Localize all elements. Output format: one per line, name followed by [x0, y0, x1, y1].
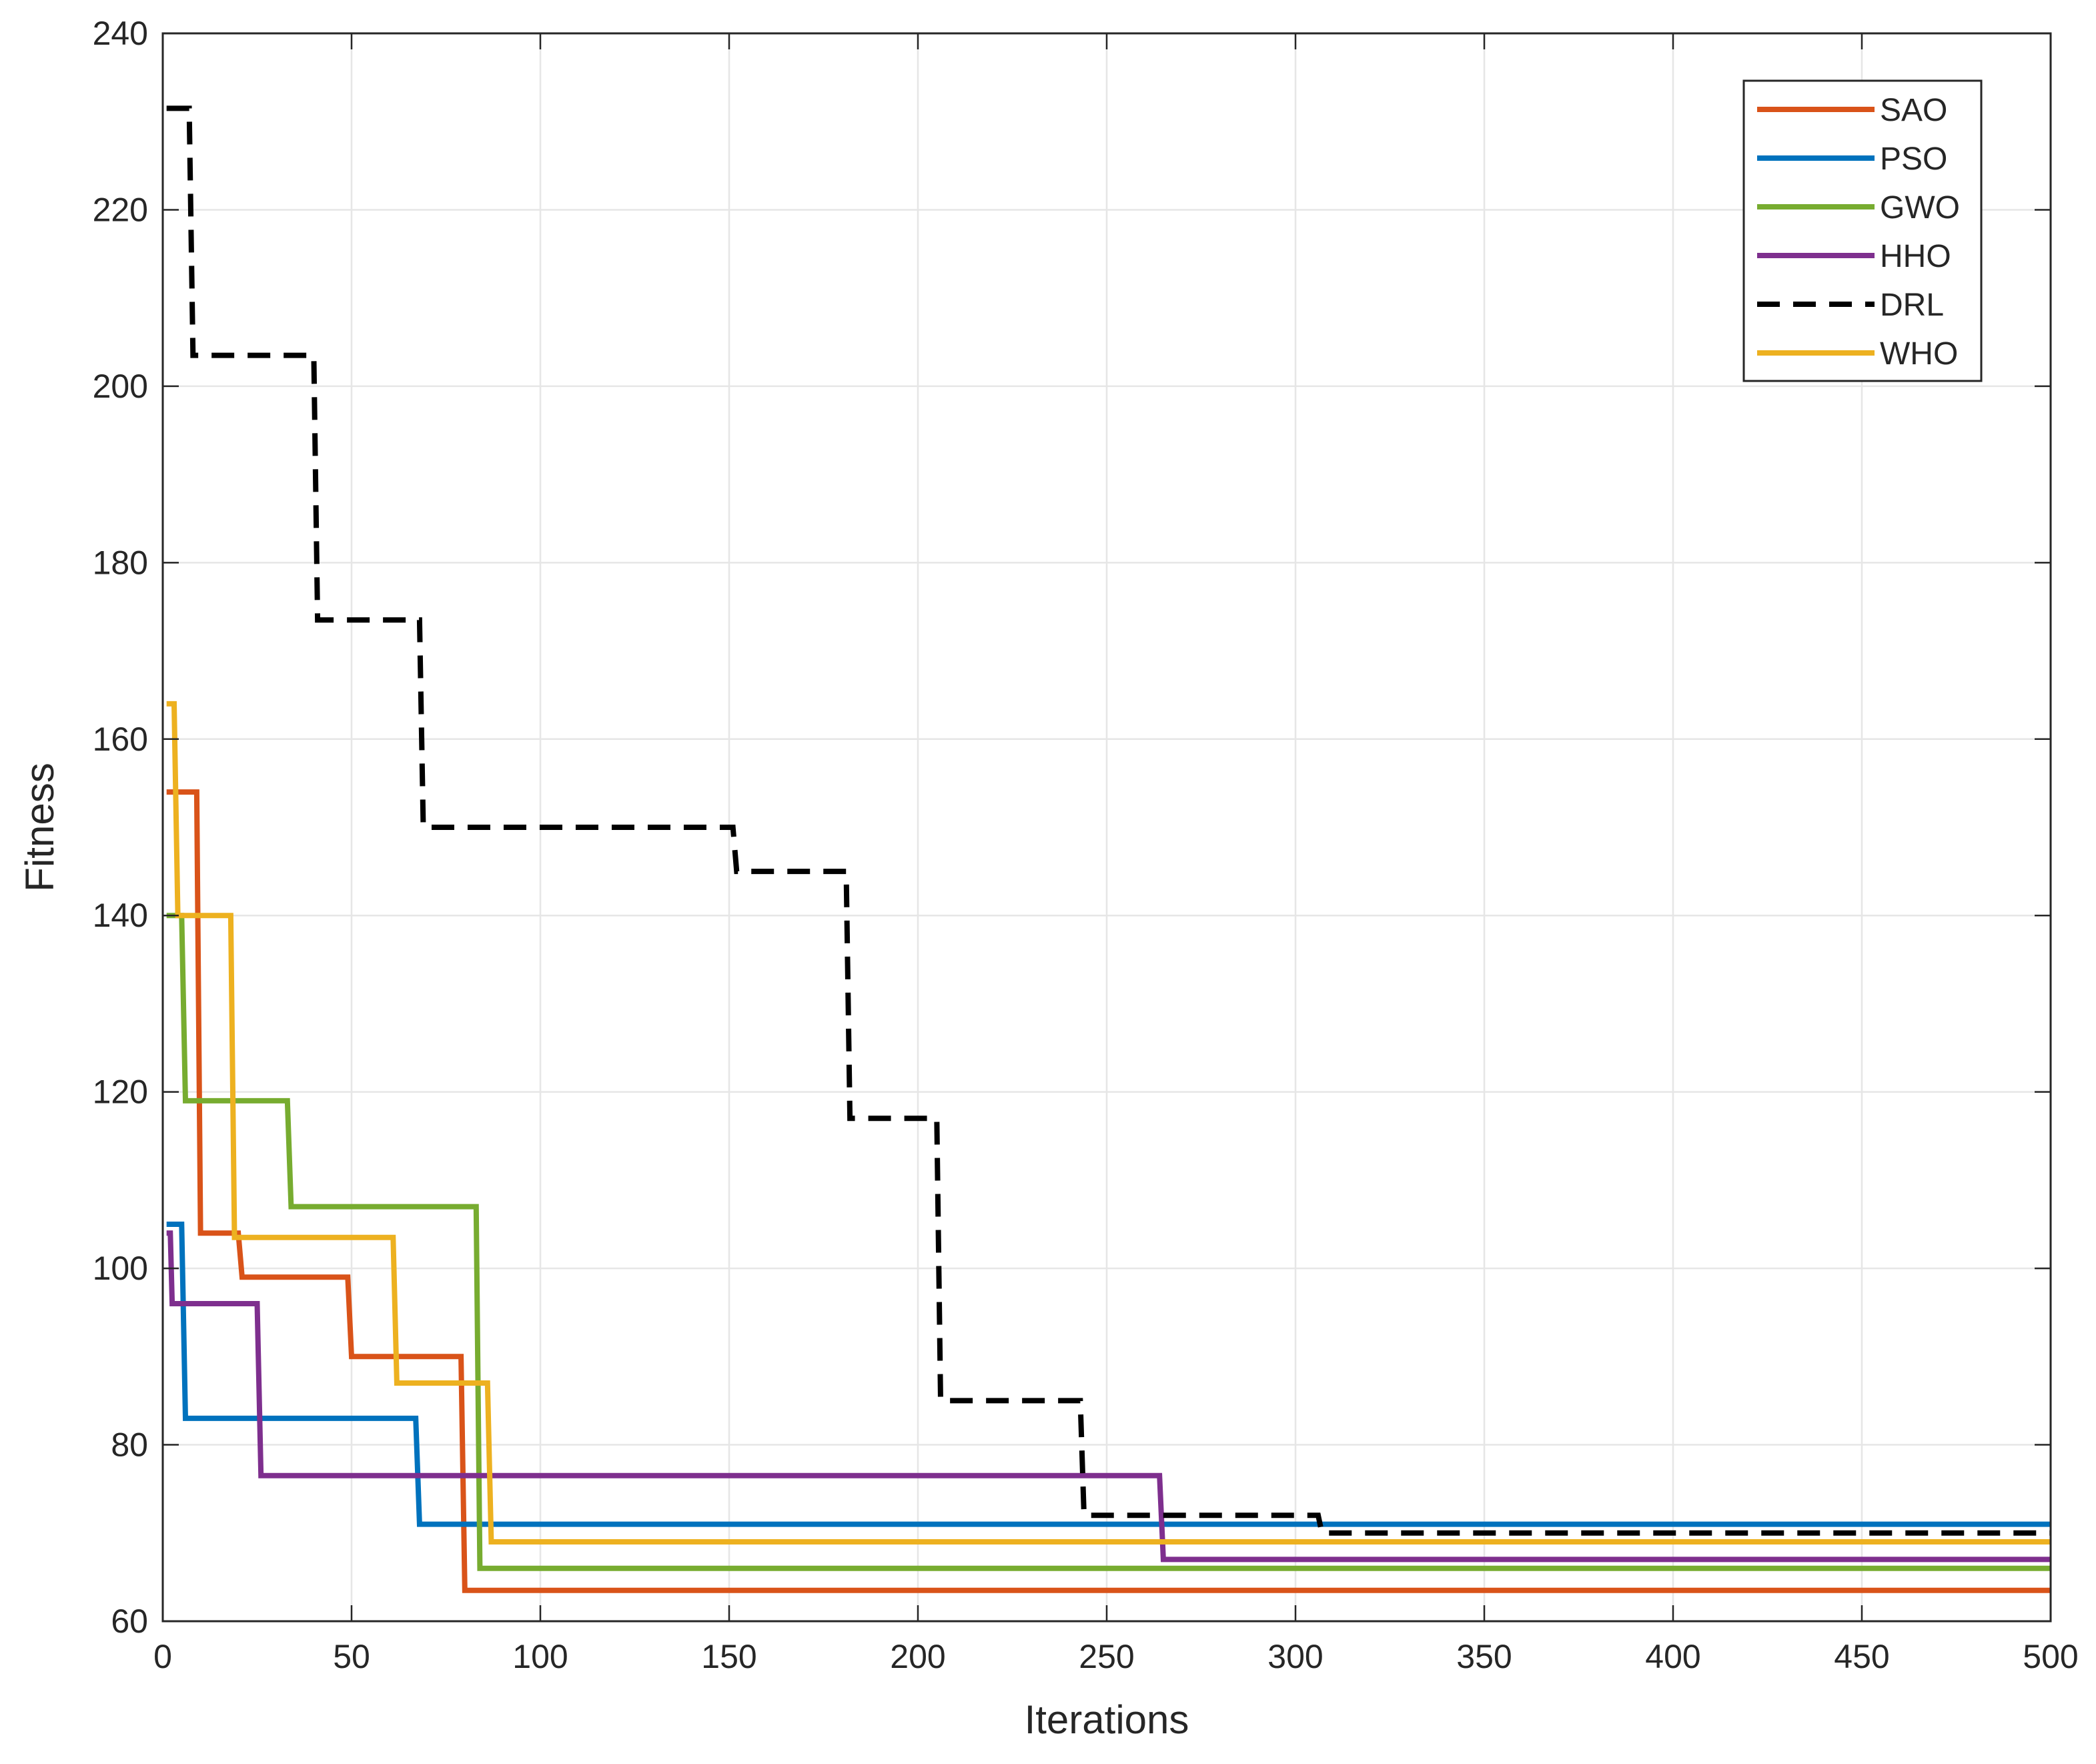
series-line-drl — [166, 105, 2051, 1536]
tick-labels: 0 50 100 150 200 250 300 350 400 450 500 60 80 100 120… — [93, 15, 2079, 1675]
y-axis-label: Fitness — [17, 763, 62, 891]
x-tick-label: 150 — [701, 1638, 756, 1675]
x-tick-label: 350 — [1456, 1638, 1512, 1675]
y-tick-label: 200 — [93, 368, 148, 405]
legend: SAO PSO GWO HHO DRL WHO — [1742, 79, 1983, 382]
x-tick-label: 400 — [1645, 1638, 1700, 1675]
y-tick-label: 60 — [111, 1603, 148, 1640]
x-tick-label: 250 — [1079, 1638, 1134, 1675]
y-tick-label: 220 — [93, 191, 148, 228]
legend-box — [1742, 79, 1983, 382]
legend-label-gwo: GWO — [1880, 190, 1960, 226]
legend-label-sao: SAO — [1880, 93, 1947, 128]
x-tick-label: 50 — [333, 1638, 370, 1675]
x-tick-label: 450 — [1834, 1638, 1889, 1675]
ticks — [161, 32, 2052, 1623]
y-tick-label: 180 — [93, 544, 148, 581]
series-line-hho — [166, 1230, 2051, 1563]
series-line-sao — [166, 789, 2051, 1593]
legend-label-hho: HHO — [1880, 239, 1951, 274]
y-tick-label: 240 — [93, 15, 148, 52]
legend-label-who: WHO — [1880, 336, 1958, 372]
x-tick-label: 200 — [890, 1638, 945, 1675]
x-axis-label: Iterations — [1025, 1697, 1189, 1742]
x-tick-label: 0 — [153, 1638, 172, 1675]
series-line-pso — [166, 1222, 2051, 1527]
series-line-gwo — [166, 913, 2051, 1571]
legend-label-drl: DRL — [1880, 288, 1944, 323]
series-layer — [166, 105, 2051, 1593]
x-tick-label: 300 — [1267, 1638, 1323, 1675]
y-tick-label: 80 — [111, 1426, 148, 1464]
series-line-who — [166, 701, 2051, 1545]
x-tick-label: 500 — [2023, 1638, 2078, 1675]
y-tick-label: 160 — [93, 721, 148, 758]
legend-label-pso: PSO — [1880, 141, 1947, 177]
y-tick-label: 100 — [93, 1250, 148, 1287]
y-tick-label: 120 — [93, 1073, 148, 1111]
y-tick-label: 140 — [93, 897, 148, 934]
x-tick-label: 100 — [512, 1638, 568, 1675]
